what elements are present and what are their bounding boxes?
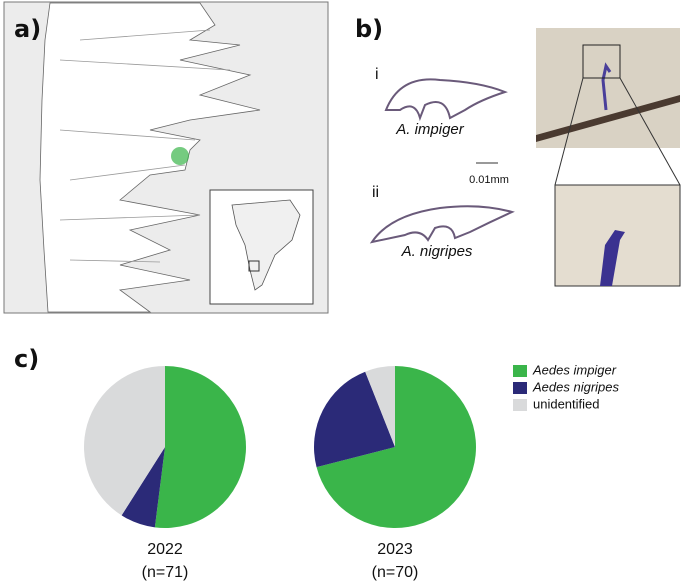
fjords: [59, 29, 231, 263]
claw-index: ii: [372, 184, 379, 201]
legend-swatch: [513, 382, 527, 394]
pie-slice: [121, 447, 165, 528]
leg: [536, 95, 680, 142]
pie-slice: [316, 366, 476, 528]
coastline: [39, 2, 261, 313]
panel-label: a): [14, 15, 41, 43]
pie-slice: [365, 366, 395, 447]
pie-year: 2023: [377, 541, 413, 558]
claw-zoom: [600, 230, 625, 286]
zoom-line: [554, 77, 584, 186]
panel-label: c): [14, 345, 39, 373]
pie-count: (n=70): [372, 564, 419, 581]
pie-year: 2022: [147, 541, 183, 558]
scale-label: 0.01mm: [469, 174, 509, 186]
study-site: [171, 147, 189, 165]
claw-drawing: [369, 205, 515, 244]
zoom-line: [619, 77, 681, 186]
pie-chart: 2022 (n=71) 2023 (n=70) Aedes impiger Aedes n…: [83, 362, 619, 581]
legend-label: Aedes impiger: [532, 362, 617, 377]
greenland: [231, 199, 301, 291]
pie-count: (n=71): [142, 564, 189, 581]
pie-slice: [154, 366, 247, 528]
panel-label: b): [355, 15, 383, 43]
legend-label: Aedes nigripes: [532, 379, 619, 394]
legend-swatch: [513, 399, 527, 411]
species-label: A. nigripes: [401, 243, 473, 260]
inset-box: [248, 260, 260, 272]
pie-slice: [83, 366, 165, 516]
legend-label: unidentified: [533, 396, 600, 411]
species-label: A. impiger: [395, 121, 465, 138]
photo: [536, 28, 680, 148]
claw-drawing: [384, 78, 508, 122]
claw-index: i: [375, 66, 379, 83]
zoom-box: [582, 44, 621, 79]
claw: [601, 62, 612, 111]
pie-slice: [314, 371, 395, 468]
legend-swatch: [513, 365, 527, 377]
